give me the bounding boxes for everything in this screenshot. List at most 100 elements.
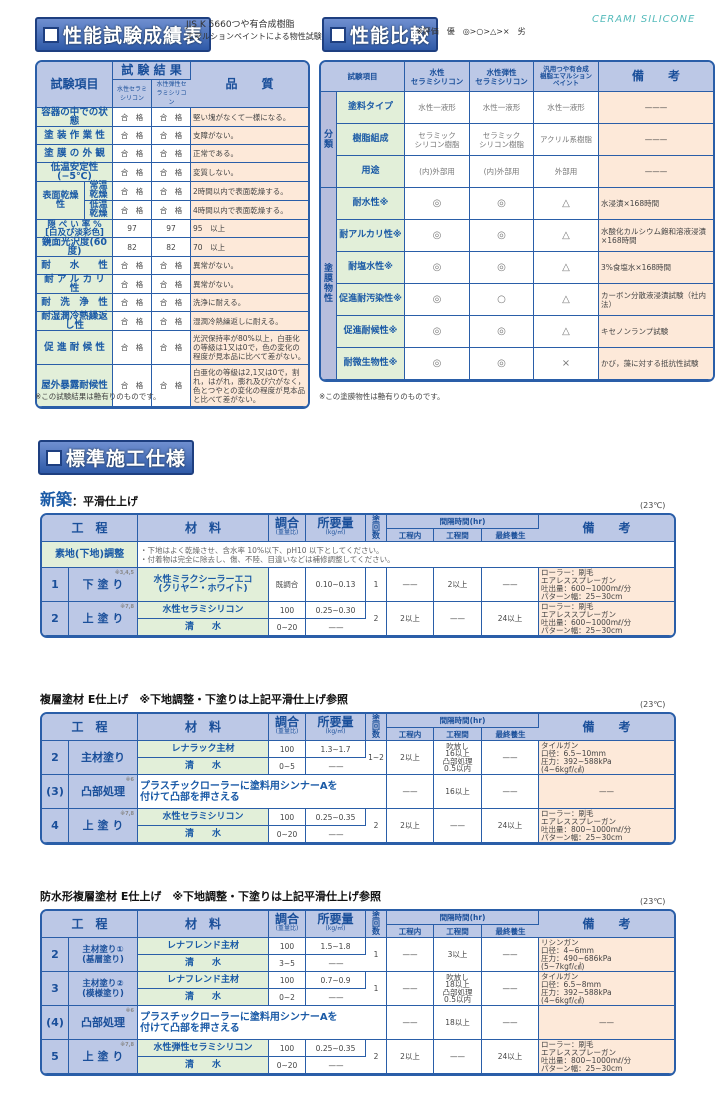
table-row: 耐 ア ル カ リ 性合 格合 格異常がない。 [37, 275, 309, 294]
amount-value: —— [306, 1057, 367, 1074]
ratio-value: 0~20 [269, 619, 307, 636]
value-cell: △ [534, 220, 599, 252]
remark-cell: 水浸漬×168時間 [599, 188, 713, 220]
item-cell: 塗 膜 の 外 観 [37, 145, 114, 163]
amount-label: 所要量 [317, 516, 354, 530]
header-process: 工 程 [42, 911, 139, 938]
quality-cell: 変質しない。 [191, 163, 309, 182]
header-row: 工程内 工程間 最終養生 [42, 529, 674, 542]
step-number: 3 [42, 972, 69, 1006]
value-cell: × [534, 348, 599, 380]
final-value: —— [482, 775, 540, 809]
result-1: 合 格 [113, 365, 153, 407]
coats-value: 2 [366, 602, 388, 636]
quality-cell: 95 以上 [191, 220, 309, 238]
step-label: 凸部処理 [81, 784, 125, 798]
result-1: 合 格 [113, 108, 153, 127]
amount-unit: (kg/㎡) [325, 728, 346, 735]
amount-value: —— [306, 826, 367, 843]
header-process: 工 程 [42, 515, 139, 542]
header-c1: 水性 セラミシリコン [405, 62, 470, 92]
amount-label: 所要量 [317, 715, 354, 729]
value-cell: ◎ [470, 316, 534, 348]
table-row: 低温安定性(−5℃) 合 格合 格変質しない。 [37, 163, 309, 182]
group-label: 塗膜物性 [321, 188, 337, 380]
step-name: ※6 凸部処理 [69, 1006, 139, 1040]
square-icon [43, 26, 59, 43]
value-cell: ◎ [405, 284, 470, 316]
remark-cell: ——— [599, 124, 713, 156]
coats-value: 1~2 [366, 741, 388, 775]
material-name: 清 水 [138, 758, 270, 775]
amount-value: 1.5~1.8 [306, 938, 367, 955]
subtitle-line: JIS K 5660つや有合成樹脂 [186, 20, 295, 30]
amount-value: 0.25~0.35 [306, 1040, 367, 1057]
within-value: —— [387, 775, 435, 809]
coats-label: 塗回数 [372, 911, 381, 936]
quality-cell: 堅い塊がなくて一様になる。 [191, 108, 309, 127]
title-text: 性能比較 [350, 25, 431, 47]
spec-heading: 複層塗材 E仕上げ ※下地調整・下塗りは上記平滑仕上げ参照 [40, 688, 348, 707]
within-value: 2以上 [387, 1040, 435, 1074]
value-cell: ◎ [470, 348, 534, 380]
table-row: 清 水 0~20 —— [42, 826, 674, 843]
item-cell: 低温安定性(−5℃) [37, 163, 114, 182]
header-material: 材 料 [138, 911, 270, 938]
spec-heading-main: 防水形複層塗材 E仕上げ ※下地調整・下塗りは上記平滑仕上げ参照 [40, 890, 382, 903]
table-row: 耐湿潤冷熱繰返し性合 格合 格湿潤冷熱繰返しに耐える。 [37, 312, 309, 331]
header-remarks: 備 考 [539, 515, 675, 542]
step-label: 主材塗り [81, 750, 125, 764]
header-amount: 所要量 (kg/㎡) [306, 911, 367, 938]
table-row: 清 水 0~2 —— [42, 989, 674, 1006]
result-1: 合 格 [113, 127, 153, 145]
ratio-label: 調合 [275, 715, 300, 729]
value-cell: ◎ [405, 252, 470, 284]
header-col2: 水性弾性セラミシリコン [152, 80, 192, 108]
step-name: 主材塗り② (模様塗り) [69, 972, 139, 1006]
remarks-cell: ローラー：刷毛 エアレススプレーガン 吐出量：600~1000mℓ/分 パターン… [539, 568, 675, 602]
ratio-label: 調合 [275, 912, 300, 926]
spec-heading-sub: ：平滑仕上げ [72, 495, 139, 508]
item-cell: 耐水性※ [337, 188, 405, 220]
result-1: 合 格 [113, 145, 153, 163]
quality-cell: 白亜化の等級は2,1又は0で，割れ，はがれ，膨れ及び穴がなく，色とつやとの変化の… [191, 365, 309, 407]
value-cell: 水性一液形 [405, 92, 470, 124]
final-value: —— [482, 972, 540, 1006]
process-text: プラスチックローラーに塗料用シンナーAを 付けて凸部を押さえる [138, 775, 388, 809]
item-cell: 用途 [337, 156, 405, 188]
coats-value: 1 [366, 938, 388, 972]
amount-value: —— [306, 619, 367, 636]
remark-cell: キセノンランプ試験 [599, 316, 713, 348]
within-value: —— [387, 1006, 435, 1040]
table-row: 清 水 0~5 —— [42, 758, 674, 775]
step-number: (4) [42, 1006, 69, 1040]
between-value: 16以上 [434, 775, 483, 809]
header-row: 工 程材 料調合 (重量比) 所要量 (kg/㎡) 塗回数 間隔時間(hr) 備 考 [42, 714, 675, 741]
table-row: 塗 装 作 業 性合 格合 格支障がない。 [37, 127, 309, 145]
coats-value: 2 [366, 809, 388, 843]
result-1: 合 格 [113, 275, 153, 294]
step-number: 2 [42, 602, 69, 636]
header-amount: 所要量 (kg/㎡) [306, 714, 367, 741]
remark-cell: ——— [599, 92, 713, 124]
table-row: 耐アルカリ性※ ◎ ◎ △ 水酸化カルシウム飽和溶液浸漬×168時間 [321, 220, 713, 252]
item-cell: 塗 装 作 業 性 [37, 127, 114, 145]
step-number: 2 [42, 741, 69, 775]
step-label: 主材塗り② (模様塗り) [82, 978, 124, 999]
amount-value: 0.25~0.35 [306, 809, 367, 826]
step-name: ※7,8 上 塗 り [69, 1040, 139, 1074]
spec-heading: 防水形複層塗材 E仕上げ ※下地調整・下塗りは上記平滑仕上げ参照 [40, 885, 381, 904]
spec-title: 標準施工仕様 [38, 440, 195, 475]
header-final: 最終養生 [482, 925, 540, 938]
step-number: 2 [42, 938, 69, 972]
ratio-value: 100 [269, 938, 307, 955]
value-cell: セラミック シリコン樹脂 [405, 124, 470, 156]
group-label-text: 塗膜物性 [324, 263, 334, 304]
table-row: 2 ※7,8 上 塗 り水性セラミシリコン 100 0.25~0.30 2 2以上 —— 24以… [42, 602, 675, 636]
header-ratio: 調合 (重量比) [269, 714, 307, 741]
item-cell: 屋外暴露耐候性 [37, 365, 114, 407]
remarks-cell: ローラー：刷毛 エアレススプレーガン 吐出量：800~1000mℓ/分 パターン… [539, 809, 675, 843]
subtitle-line: エマルションペイントによる物性試験 [186, 32, 322, 41]
result-1: 97 [113, 220, 153, 238]
table-row: 鏡面光沢度(60度) 82 82 70 以上 [37, 238, 309, 257]
